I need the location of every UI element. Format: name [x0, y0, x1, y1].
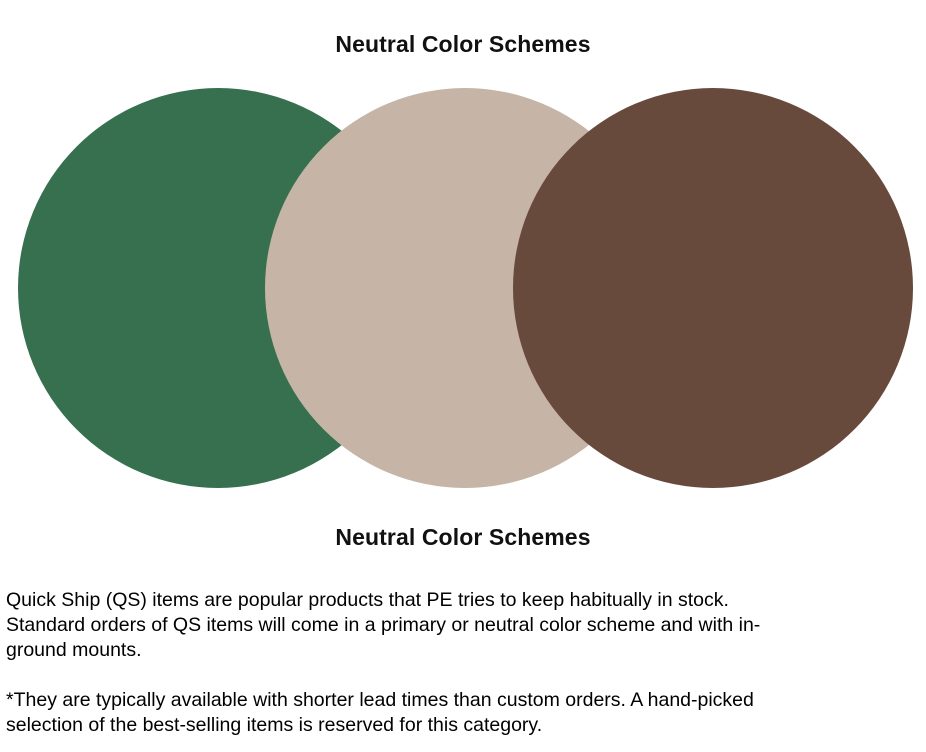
page-title-bottom: Neutral Color Schemes — [335, 524, 591, 550]
page-title-top: Neutral Color Schemes — [335, 31, 591, 57]
paragraph-lead-times: *They are typically available with short… — [6, 688, 912, 738]
paragraph-line: *They are typically available with short… — [6, 689, 754, 711]
color-swatch-group — [0, 88, 926, 490]
paragraph-line: Standard orders of QS items will come in… — [6, 614, 761, 636]
paragraph-line: Quick Ship (QS) items are popular produc… — [6, 589, 729, 611]
paragraph-line: ground mounts. — [6, 639, 142, 661]
paragraph-quick-ship: Quick Ship (QS) items are popular produc… — [6, 588, 912, 663]
body-copy: Quick Ship (QS) items are popular produc… — [6, 588, 912, 738]
color-swatch-brown — [513, 88, 913, 488]
paragraph-line: selection of the best-selling items is r… — [6, 714, 543, 736]
